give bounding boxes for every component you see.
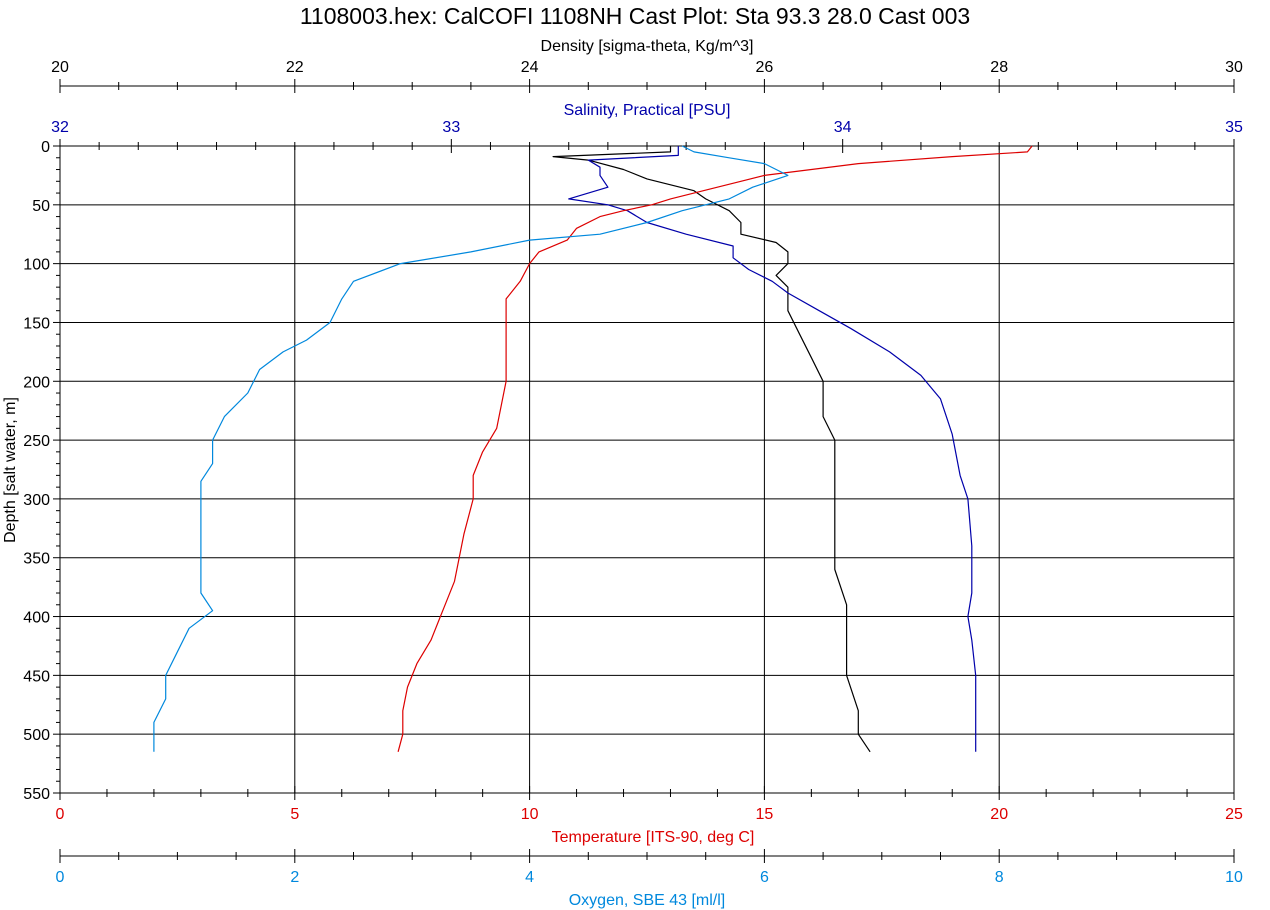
grid xyxy=(59,145,1235,794)
tick-label-depth-100: 100 xyxy=(23,257,50,274)
tick-label-depth-550: 550 xyxy=(23,786,50,803)
salinity-axis-label: Salinity, Practical [PSU] xyxy=(564,102,731,119)
depth-axis-label: Depth [salt water, m] xyxy=(2,397,19,543)
tick-label-depth-400: 400 xyxy=(23,610,50,627)
tick-label-density-28: 28 xyxy=(990,59,1008,76)
series-line-temperature xyxy=(397,145,1033,752)
oxygen-axis-label: Oxygen, SBE 43 [ml/l] xyxy=(569,892,726,909)
tick-label-density-30: 30 xyxy=(1225,59,1243,76)
tick-label-depth-0: 0 xyxy=(41,139,50,156)
tick-label-oxygen-4: 4 xyxy=(525,869,534,886)
tick-label-temperature-10: 10 xyxy=(521,806,539,823)
tick-label-depth-450: 450 xyxy=(23,668,50,685)
data-series xyxy=(153,145,1033,753)
tick-label-density-22: 22 xyxy=(286,59,304,76)
tick-label-oxygen-10: 10 xyxy=(1225,869,1243,886)
density-axis-label: Density [sigma-theta, Kg/m^3] xyxy=(541,38,754,55)
tick-label-oxygen-6: 6 xyxy=(760,869,769,886)
series-line-density xyxy=(552,146,871,753)
series-line-salinity xyxy=(568,146,977,752)
tick-label-depth-150: 150 xyxy=(23,315,50,332)
tick-label-salinity-33: 33 xyxy=(442,119,460,136)
tick-label-density-26: 26 xyxy=(756,59,774,76)
tick-label-temperature-25: 25 xyxy=(1225,806,1243,823)
tick-label-oxygen-0: 0 xyxy=(56,869,65,886)
tick-label-salinity-32: 32 xyxy=(51,119,69,136)
tick-label-depth-500: 500 xyxy=(23,727,50,744)
tick-label-oxygen-2: 2 xyxy=(290,869,299,886)
tick-label-depth-300: 300 xyxy=(23,492,50,509)
tick-label-depth-250: 250 xyxy=(23,433,50,450)
tick-label-temperature-5: 5 xyxy=(290,806,299,823)
temperature-axis-label: Temperature [ITS-90, deg C] xyxy=(552,829,755,846)
tick-label-depth-50: 50 xyxy=(32,198,50,215)
tick-label-oxygen-8: 8 xyxy=(995,869,1004,886)
tick-label-temperature-15: 15 xyxy=(756,806,774,823)
tick-label-density-24: 24 xyxy=(521,59,539,76)
tick-label-depth-200: 200 xyxy=(23,374,50,391)
tick-label-salinity-34: 34 xyxy=(834,119,852,136)
tick-label-salinity-35: 35 xyxy=(1225,119,1243,136)
tick-label-depth-350: 350 xyxy=(23,551,50,568)
series-line-oxygen xyxy=(153,145,789,752)
chart-title: 1108003.hex: CalCOFI 1108NH Cast Plot: S… xyxy=(300,3,970,29)
tick-label-temperature-20: 20 xyxy=(990,806,1008,823)
tick-label-density-20: 20 xyxy=(51,59,69,76)
tick-label-temperature-0: 0 xyxy=(56,806,65,823)
